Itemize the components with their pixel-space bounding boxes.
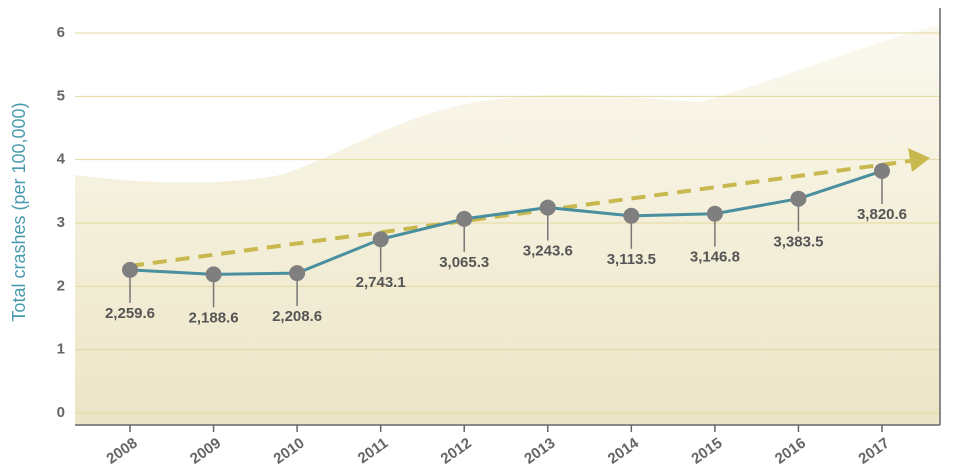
data-label: 3,383.5	[773, 234, 823, 251]
data-label: 3,113.5	[607, 251, 656, 268]
trend-arrow	[129, 159, 911, 268]
y-axis-label: Total crashes (per 100,000)	[9, 102, 29, 321]
grid	[75, 32, 940, 414]
marker	[122, 261, 138, 278]
data-label: 3,820.6	[857, 206, 907, 223]
x-tick-label: 2015	[688, 435, 725, 468]
data-label: 2,259.6	[105, 305, 155, 322]
y-tick-label: 4	[57, 151, 66, 168]
x-tick-label: 2009	[187, 435, 224, 468]
data-label: 2,208.6	[272, 308, 322, 325]
x-tick-label: 2011	[355, 435, 391, 468]
y-tick-label: 5	[57, 87, 65, 104]
data-label: 3,146.8	[690, 249, 740, 266]
y-tick-label: 0	[57, 404, 65, 421]
marker	[205, 266, 222, 283]
marker	[372, 231, 389, 248]
x-tick-label: 2017	[855, 435, 892, 468]
x-tick-label: 2013	[521, 435, 558, 468]
y-tick-label: 2	[57, 277, 65, 294]
y-tick-label: 6	[57, 24, 65, 41]
y-tick-label: 3	[57, 214, 65, 231]
data-label: 3,243.6	[523, 243, 573, 260]
marker	[539, 199, 556, 216]
x-tick-label: 2016	[772, 435, 809, 468]
marker	[456, 210, 473, 227]
marker	[623, 207, 640, 224]
data-label: 2,743.1	[356, 274, 406, 291]
marker	[289, 265, 306, 282]
marker	[874, 163, 890, 180]
trend-arrow-head	[908, 148, 930, 172]
x-tick-label: 2014	[605, 434, 643, 467]
data-label: 3,065.3	[439, 254, 489, 271]
marker	[706, 205, 723, 222]
x-tick-label: 2010	[271, 435, 308, 468]
data-label: 2,188.6	[189, 309, 239, 326]
background-area	[75, 25, 940, 425]
x-tick-label: 2008	[103, 435, 140, 468]
marker	[790, 190, 807, 207]
x-tick-label: 2012	[438, 435, 475, 468]
line	[129, 169, 883, 276]
y-tick-label: 1	[57, 341, 65, 358]
